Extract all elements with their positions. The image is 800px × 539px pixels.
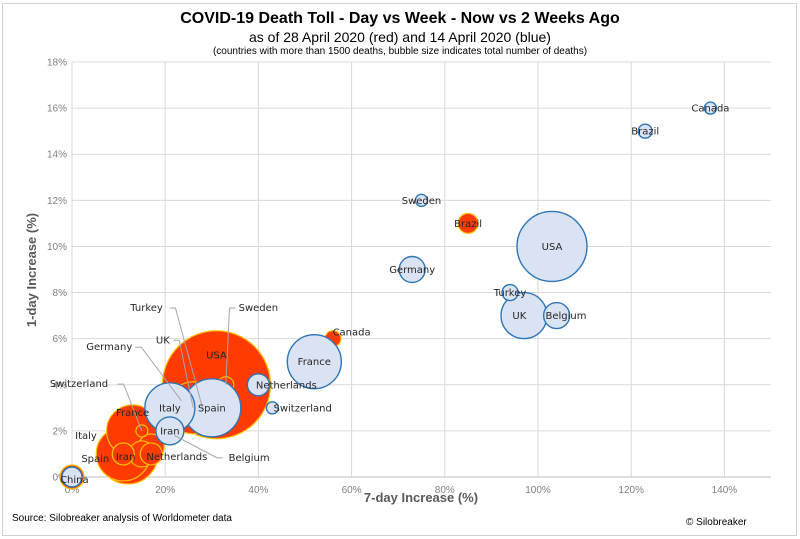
bubble-blue-belgium [542,301,571,330]
y-tick-label: 8% [53,288,68,299]
x-tick-label: 100% [525,485,551,496]
bubble-label-italy: Italy [159,403,181,414]
callout-leader-lines [117,307,236,459]
series-14-april [61,101,718,488]
bubble-label-italy: Italy [75,431,97,442]
leader-line-sweden [225,307,236,385]
bubble-label-usa: USA [206,350,227,361]
callout-label-belgium: Belgium [229,453,270,464]
chart-note: (countries with more than 1500 deaths, b… [212,46,588,57]
y-tick-label: 10% [47,242,67,253]
bubble-blue-brazil [637,123,653,139]
x-tick-label: 140% [712,485,738,496]
bubble-label-switzerland: Switzerland [273,403,331,414]
source-note: Source: Silobreaker analysis of Worldome… [12,513,232,524]
leader-line-uk [173,339,194,408]
bubble-label-belgium: Belgium [545,311,586,322]
y-tick-label: 12% [47,196,67,207]
bubble-label-germany: Germany [389,265,435,276]
callout-label-sweden: Sweden [239,303,279,314]
leader-line-switzerland [117,383,143,432]
bubble-label-brazil: Brazil [454,219,482,230]
bubble-label-canada: Canada [691,104,729,115]
bubble-label-france: France [298,357,331,368]
bubble-blue-canada [703,101,718,115]
y-tick-label: 2% [53,426,68,437]
bubble-label-canada: Canada [333,327,371,338]
x-tick-label: 20% [155,485,175,496]
y-tick-label: 6% [53,334,68,345]
x-axis-title: 7-day Increase (%) [364,490,478,505]
bubble-blue-turkey [501,283,519,302]
y-tick-labels: 0%2%4%6%8%10%12%14%16%18% [47,58,67,484]
callout-label-turkey: Turkey [129,303,163,314]
bubble-label-netherlands: Netherlands [146,452,207,463]
bubble-blue-france [286,334,343,390]
callout-label-germany: Germany [86,342,132,353]
bubble-label-uk: UK [512,311,526,322]
leader-line-turkey [169,307,203,408]
bubble-label-netherlands: Netherlands [256,380,317,391]
bubble-labels: Turkey Sweden UK Germany Switzerland Belgium C… [50,104,730,486]
y-tick-label: 14% [47,150,67,161]
x-tick-label: 40% [248,485,268,496]
bubble-blue-germany [398,255,426,284]
y-axis-title: 1-day Increase (%) [24,213,39,327]
bubble-blue-iran [155,416,185,446]
bubble-label-brazil: Brazil [631,127,659,138]
bubble-blue-usa [516,210,588,283]
chart-subtitle: as of 28 April 2020 (red) and 14 April 2… [249,29,551,45]
bubble-label-iran: Iran [116,452,136,463]
x-tick-labels: 0% 20% 40% 60% 80% 100% 120% 140% [65,485,738,496]
x-tick-label: 60% [342,485,362,496]
x-tick-label: 120% [618,485,644,496]
leader-line-belgium [174,435,224,459]
bubble-red-netherlands [139,442,163,466]
bubble-label-turkey: Turkey [493,288,527,299]
bubble-red-iran [111,442,135,466]
bubble-label-china: China [60,475,89,486]
y-tick-label: 18% [47,58,67,69]
callout-label-switzerland: Switzerland [50,379,108,390]
chart-title: COVID-19 Death Toll - Day vs Week - Now … [180,10,620,27]
bubble-label-france: France [116,408,149,419]
y-tick-label: 16% [47,104,67,115]
bubble-label-sweden: Sweden [402,196,442,207]
x-tick-label: 80% [435,485,455,496]
bubble-blue-sweden [414,193,429,208]
x-tick-label: 0% [65,485,80,496]
bubble-label-spain: Spain [198,403,226,414]
bubble-blue-netherlands [246,373,271,397]
bubble-label-spain: Spain [81,454,109,465]
bubble-label-usa: USA [542,242,563,253]
bubble-blue-china [61,466,83,488]
copyright-note: © Silobreaker [686,517,747,528]
bubble-label-iran: Iran [160,426,180,437]
callout-label-uk: UK [156,335,170,346]
leader-line-germany [135,346,182,402]
bubble-blue-switzerland [265,401,280,415]
y-tick-label: 4% [53,380,68,391]
bubble-red-brazil [457,212,479,234]
